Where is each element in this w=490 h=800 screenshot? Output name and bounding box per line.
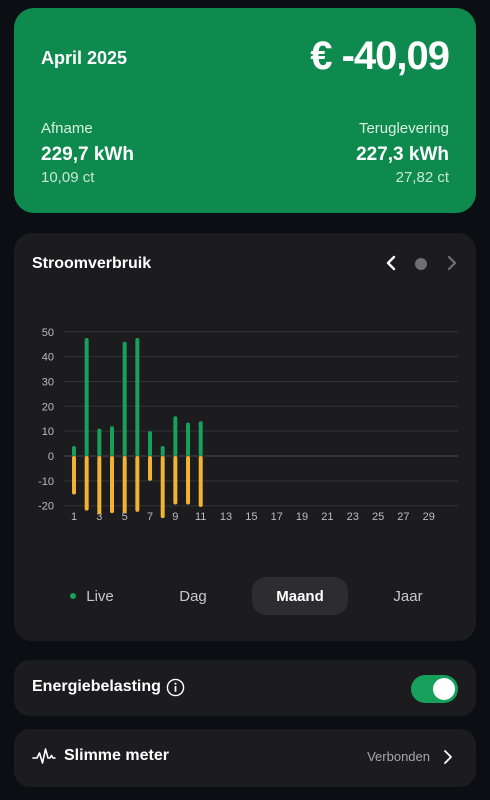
energiebelasting-label: Energiebelasting: [32, 678, 161, 695]
chevron-left-icon: [386, 255, 396, 271]
bar-teruglevering[interactable]: [173, 456, 178, 505]
y-tick-label: -20: [38, 501, 54, 513]
x-tick-label: 19: [296, 511, 308, 523]
bar-teruglevering[interactable]: [135, 456, 140, 512]
summary-total-amount: € -40,09: [310, 34, 450, 78]
x-tick-label: 25: [372, 511, 384, 523]
tab-maand-label: Maand: [276, 587, 324, 605]
slimme-meter-row[interactable]: Slimme meter Verbonden: [14, 729, 476, 787]
bar-afname[interactable]: [122, 341, 127, 456]
tab-maand[interactable]: Maand: [252, 577, 348, 615]
period-tabs: Live Dag Maand Jaar: [14, 577, 476, 617]
stroomverbruik-card: Stroomverbruik 50 40 30 20 10 0 -10 -20 1 3 5 7 9 11 1…: [14, 233, 476, 641]
y-tick-label: 20: [42, 401, 54, 413]
bar-afname[interactable]: [186, 422, 191, 456]
live-dot-icon: [70, 593, 77, 599]
summary-month: April 2025: [41, 48, 128, 68]
x-tick-label: 11: [195, 511, 206, 523]
bar-teruglevering[interactable]: [72, 456, 76, 495]
y-tick-label: 40: [42, 352, 54, 364]
bar-afname[interactable]: [72, 446, 76, 456]
bar-teruglevering[interactable]: [198, 456, 203, 507]
x-tick-label: 3: [96, 511, 102, 523]
y-tick-label: 10: [42, 426, 54, 438]
pulse-icon: [32, 748, 56, 764]
energiebelasting-toggle[interactable]: [411, 675, 458, 703]
toggle-knob: [433, 678, 455, 700]
connection-status: Verbonden: [367, 749, 430, 764]
bar-afname[interactable]: [84, 337, 89, 456]
x-tick-label: 21: [321, 511, 333, 523]
x-tick-label: 13: [220, 511, 232, 523]
bar-afname[interactable]: [198, 421, 203, 456]
tab-dag[interactable]: Dag: [153, 577, 233, 615]
bar-afname[interactable]: [135, 337, 140, 456]
slimme-meter-label: Slimme meter: [64, 747, 169, 764]
chart-title: Stroomverbruik: [32, 255, 152, 272]
y-tick-label: 50: [42, 327, 54, 339]
tab-jaar-label: Jaar: [393, 587, 423, 605]
info-icon[interactable]: [166, 678, 185, 697]
bar-afname[interactable]: [97, 428, 102, 456]
x-tick-label: 23: [347, 511, 359, 523]
tab-dag-label: Dag: [179, 587, 207, 605]
x-tick-label: 7: [147, 511, 153, 523]
tab-live[interactable]: Live: [52, 577, 132, 615]
x-tick-label: 15: [245, 511, 257, 523]
month-summary-card: April 2025 € -40,09 Afname 229,7 kWh 10,…: [14, 8, 476, 213]
afname-price: 10,09 ct: [41, 169, 95, 186]
bar-teruglevering[interactable]: [148, 456, 153, 481]
afname-label: Afname: [41, 120, 93, 137]
bar-teruglevering[interactable]: [97, 456, 102, 515]
bar-teruglevering[interactable]: [110, 456, 115, 514]
bar-afname[interactable]: [110, 426, 115, 456]
chevron-right-icon: [444, 750, 452, 764]
tab-live-label: Live: [86, 587, 114, 605]
bar-teruglevering[interactable]: [160, 456, 165, 519]
bar-afname[interactable]: [160, 446, 165, 456]
teruglevering-kwh: 227,3 kWh: [356, 144, 449, 165]
previous-period-button[interactable]: [379, 251, 403, 275]
x-tick-label: 27: [397, 511, 409, 523]
y-tick-label: 30: [42, 376, 54, 388]
energiebelasting-row: Energiebelasting: [14, 660, 476, 716]
afname-kwh: 229,7 kWh: [41, 144, 134, 165]
chevron-right-icon: [447, 255, 457, 271]
tab-jaar[interactable]: Jaar: [368, 577, 448, 615]
x-tick-label: 17: [271, 511, 283, 523]
x-tick-label: 29: [423, 511, 435, 523]
x-tick-label: 1: [71, 511, 77, 523]
bar-afname[interactable]: [173, 416, 178, 456]
page-dot-icon: [415, 258, 427, 270]
bar-teruglevering[interactable]: [122, 456, 127, 514]
teruglevering-price: 27,82 ct: [395, 169, 449, 186]
bar-teruglevering[interactable]: [186, 456, 191, 505]
teruglevering-label: Teruglevering: [358, 120, 449, 137]
bar-teruglevering[interactable]: [84, 456, 89, 511]
x-tick-label: 5: [122, 511, 128, 523]
x-tick-label: 9: [172, 511, 178, 523]
next-period-button[interactable]: [440, 251, 464, 275]
y-tick-label: 0: [48, 451, 54, 463]
bar-afname[interactable]: [148, 431, 153, 456]
y-tick-label: -10: [38, 476, 54, 488]
